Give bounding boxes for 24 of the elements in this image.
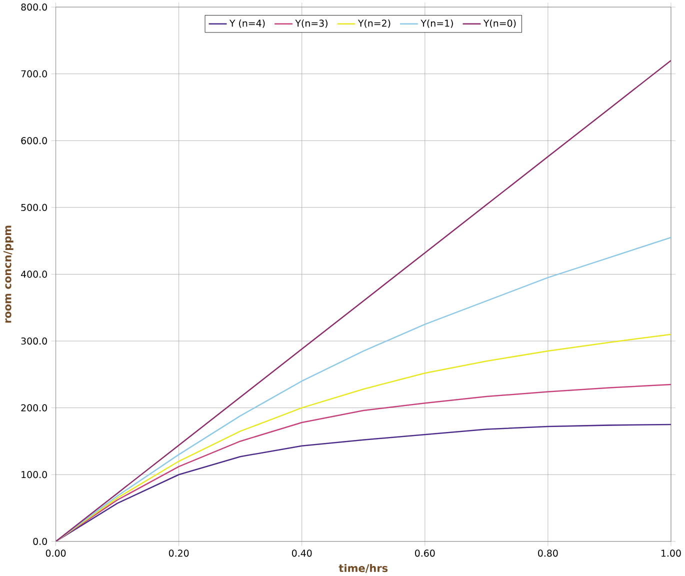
y-tick-label: 700.0 [21, 70, 47, 78]
y-tick-label: 800.0 [21, 3, 47, 10]
legend-label: Y(n=0) [483, 19, 516, 28]
legend-label: Y(n=1) [420, 19, 453, 28]
y-tick-label: 0.0 [33, 538, 47, 545]
x-tick-label: 1.00 [662, 549, 681, 557]
legend-label: Y(n=3) [295, 19, 328, 28]
y-tick-label: 200.0 [21, 404, 47, 412]
y-tick-label: 600.0 [21, 136, 47, 144]
y-tick-label: 400.0 [21, 270, 47, 278]
line-series [56, 60, 671, 542]
y-tick-label: 500.0 [21, 204, 47, 211]
x-tick-label: 0.40 [292, 549, 312, 557]
line-series [56, 334, 671, 542]
x-tick-label: 0.80 [538, 549, 558, 557]
y-tick-label: 300.0 [21, 337, 47, 344]
x-tick-label: 0.00 [46, 549, 66, 557]
x-tick-label: 0.60 [415, 549, 435, 557]
legend-label: Y (n=4) [229, 19, 265, 28]
x-tick-label: 0.20 [168, 549, 189, 557]
y-tick-label: 100.0 [22, 470, 47, 478]
y-axis-title: room concn/ppm [4, 226, 14, 322]
legend-label: Y(n=2) [358, 19, 390, 28]
x-axis-title: time/hrs [338, 564, 388, 573]
